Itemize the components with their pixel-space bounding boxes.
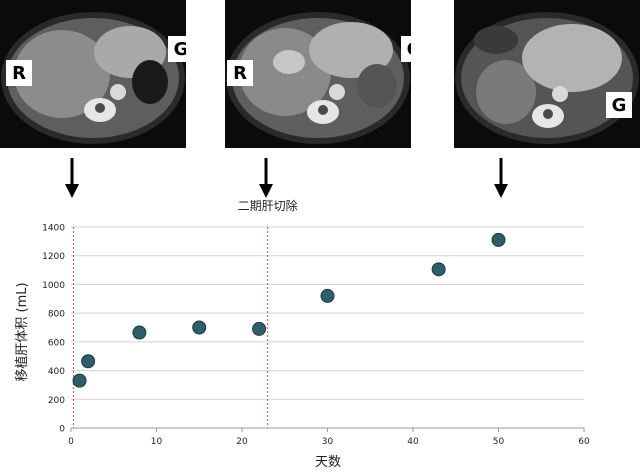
- x-tick-label: 10: [151, 437, 163, 447]
- x-tick-label: 60: [578, 437, 590, 447]
- x-tick-label: 40: [407, 437, 419, 447]
- y-tick-label: 200: [48, 396, 65, 406]
- ct-scan-image-2: [226, 12, 410, 144]
- x-tick-label: 50: [493, 437, 505, 447]
- data-point: [81, 354, 96, 369]
- data-point: [491, 232, 506, 247]
- y-axis-label: 移植肝体积 (mL): [15, 282, 30, 381]
- ct-label-right: R: [6, 60, 32, 86]
- x-axis-label: 天数: [315, 455, 341, 470]
- y-axis-tick-labels: 0 200 400 600 800 1000 1200 1400: [42, 224, 65, 435]
- y-tick-label: 800: [48, 310, 65, 320]
- data-point: [72, 373, 87, 388]
- x-axis-tick-labels: 0 10 20 30 40 50 60: [68, 437, 590, 447]
- ct-label-right: R: [227, 60, 253, 86]
- ct-scan-image-3: [455, 12, 639, 144]
- ct-label-graft: G: [606, 92, 632, 118]
- down-arrow-icon: [259, 158, 273, 198]
- graft-volume-scatter-chart: 二期肝切除 0 200 400 600 800 1000 1200 1400 0 10 20 30 4…: [15, 198, 590, 470]
- ct-scan-panel-3: G: [454, 0, 640, 148]
- x-tick-label: 0: [68, 437, 74, 447]
- ct-label-graft: G: [401, 36, 411, 62]
- y-tick-label: 1000: [42, 281, 65, 291]
- y-tick-label: 0: [59, 425, 65, 435]
- chart-annotation-lines: 二期肝切除: [73, 198, 298, 428]
- data-point: [132, 325, 147, 340]
- y-tick-label: 1400: [42, 224, 65, 234]
- down-arrow-icon: [494, 158, 508, 198]
- data-point: [431, 262, 446, 277]
- y-tick-label: 400: [48, 367, 65, 377]
- y-tick-label: 600: [48, 338, 65, 348]
- data-point: [320, 288, 335, 303]
- ct-scan-image-1: [1, 12, 185, 144]
- data-points: [72, 232, 506, 388]
- x-tick-label: 30: [322, 437, 334, 447]
- ct-label-graft: G: [168, 36, 186, 62]
- data-point: [252, 321, 267, 336]
- y-tick-label: 1200: [42, 252, 65, 262]
- ct-scan-panel-1: R G: [0, 0, 186, 148]
- x-tick-label: 20: [236, 437, 248, 447]
- ct-scan-panel-2: R G: [225, 0, 411, 148]
- annotation-label: 二期肝切除: [238, 198, 298, 213]
- chart-gridlines: [71, 226, 584, 429]
- down-arrow-icon: [65, 158, 79, 198]
- chart-axes: [70, 427, 585, 432]
- data-point: [192, 320, 207, 335]
